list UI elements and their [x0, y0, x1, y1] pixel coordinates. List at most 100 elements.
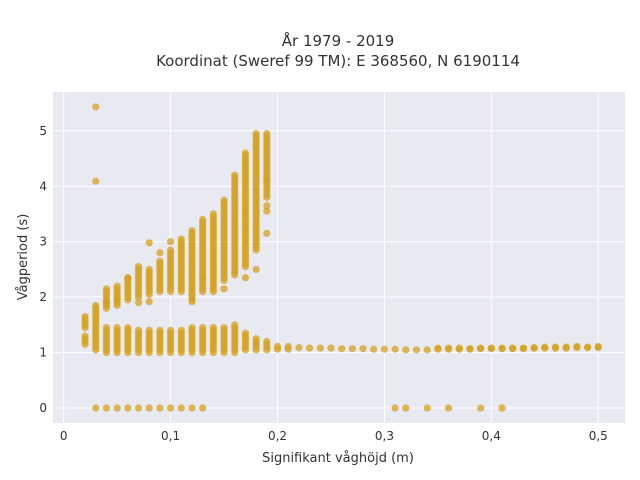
- y-axis-label: Vågperiod (s): [16, 214, 31, 301]
- scatter-point: [81, 312, 89, 321]
- scatter-point: [199, 324, 207, 332]
- x-tick-label: 0,5: [589, 429, 608, 443]
- scatter-point: [455, 344, 463, 352]
- scatter-point: [551, 343, 560, 351]
- scatter-point: [338, 345, 346, 353]
- plot-area: [53, 92, 625, 423]
- scatter-point: [124, 404, 132, 412]
- scatter-point: [134, 326, 143, 335]
- x-tick-label: 0: [60, 429, 68, 443]
- scatter-point: [477, 344, 485, 352]
- x-axis-label: Signifikant våghöjd (m): [262, 451, 414, 466]
- scatter-point: [391, 404, 399, 412]
- chart-title-line-1: År 1979 - 2019: [282, 31, 395, 50]
- scatter-point: [81, 332, 89, 340]
- y-tick-label: 0: [39, 401, 47, 415]
- scatter-point: [209, 324, 217, 332]
- scatter-point: [295, 343, 303, 352]
- scatter-point: [263, 129, 271, 138]
- scatter-point: [402, 346, 410, 354]
- scatter-point: [188, 324, 196, 332]
- scatter-point: [263, 202, 271, 210]
- scatter-point: [113, 404, 121, 412]
- scatter-point: [530, 343, 538, 352]
- x-tick-label: 0,4: [482, 429, 501, 443]
- scatter-point: [573, 342, 581, 351]
- scatter-point: [113, 282, 121, 290]
- scatter-point: [220, 324, 228, 332]
- scatter-point: [92, 301, 100, 310]
- y-tick-label: 1: [39, 346, 47, 360]
- x-tick-label: 0,2: [268, 429, 287, 443]
- scatter-point: [167, 238, 175, 246]
- scatter-point: [113, 295, 121, 303]
- scatter-point: [562, 343, 570, 351]
- scatter-point: [199, 215, 207, 224]
- scatter-point: [498, 344, 506, 352]
- scatter-point: [252, 129, 260, 138]
- scatter-point: [156, 326, 164, 335]
- scatter-point: [177, 235, 185, 243]
- scatter-point: [316, 344, 324, 352]
- scatter-point: [466, 345, 474, 353]
- scatter-point: [156, 404, 164, 412]
- scatter-point: [209, 210, 217, 218]
- scatter-point: [412, 346, 421, 354]
- scatter-point: [102, 299, 111, 307]
- scatter-point: [231, 171, 239, 179]
- scatter-point: [263, 337, 271, 346]
- scatter-point: [305, 344, 314, 352]
- scatter-point: [177, 326, 185, 335]
- y-axis-ticks: 0 1 2 3 4 5: [39, 124, 47, 415]
- scatter-point: [134, 404, 143, 412]
- scatter-point: [199, 274, 207, 282]
- scatter-point: [188, 404, 196, 412]
- scatter-point: [102, 285, 111, 293]
- scatter-point: [348, 345, 356, 353]
- scatter-point: [252, 335, 260, 343]
- scatter-point: [370, 345, 378, 353]
- scatter-point: [241, 149, 250, 157]
- scatter-point: [102, 404, 111, 412]
- scatter-point: [231, 321, 239, 329]
- scatter-point: [145, 239, 153, 247]
- scatter-point: [509, 344, 517, 352]
- y-tick-label: 4: [39, 179, 47, 193]
- scatter-point: [583, 343, 592, 351]
- scatter-point: [241, 329, 250, 337]
- scatter-point: [92, 404, 100, 412]
- scatter-point: [167, 404, 175, 412]
- scatter-point: [145, 326, 153, 335]
- scatter-point: [541, 343, 549, 351]
- scatter-point: [92, 177, 100, 185]
- scatter-point: [124, 324, 132, 332]
- scatter-point: [92, 335, 100, 343]
- scatter-point: [594, 342, 602, 351]
- x-tick-label: 0,3: [375, 429, 394, 443]
- scatter-point: [444, 344, 453, 352]
- scatter-point: [113, 324, 121, 332]
- scatter-point: [519, 345, 528, 353]
- scatter-point: [273, 342, 282, 351]
- scatter-point: [167, 326, 175, 335]
- scatter-point: [380, 345, 389, 353]
- scatter-point: [145, 297, 153, 306]
- scatter-point: [220, 196, 228, 204]
- scatter-point: [391, 345, 399, 353]
- scatter-point: [423, 404, 431, 412]
- scatter-point: [220, 285, 228, 293]
- scatter-point: [284, 342, 292, 351]
- scatter-point: [124, 274, 132, 282]
- scatter-point: [188, 297, 196, 306]
- scatter-point: [102, 324, 111, 332]
- scatter-point: [423, 346, 431, 354]
- scatter-point: [263, 229, 271, 237]
- scatter-point: [263, 176, 271, 184]
- scatter-point: [145, 404, 153, 412]
- scatter-point: [327, 344, 335, 352]
- scatter-point: [477, 404, 485, 412]
- scatter-point: [145, 265, 153, 274]
- scatter-point: [241, 274, 250, 282]
- scatter-point: [434, 344, 442, 352]
